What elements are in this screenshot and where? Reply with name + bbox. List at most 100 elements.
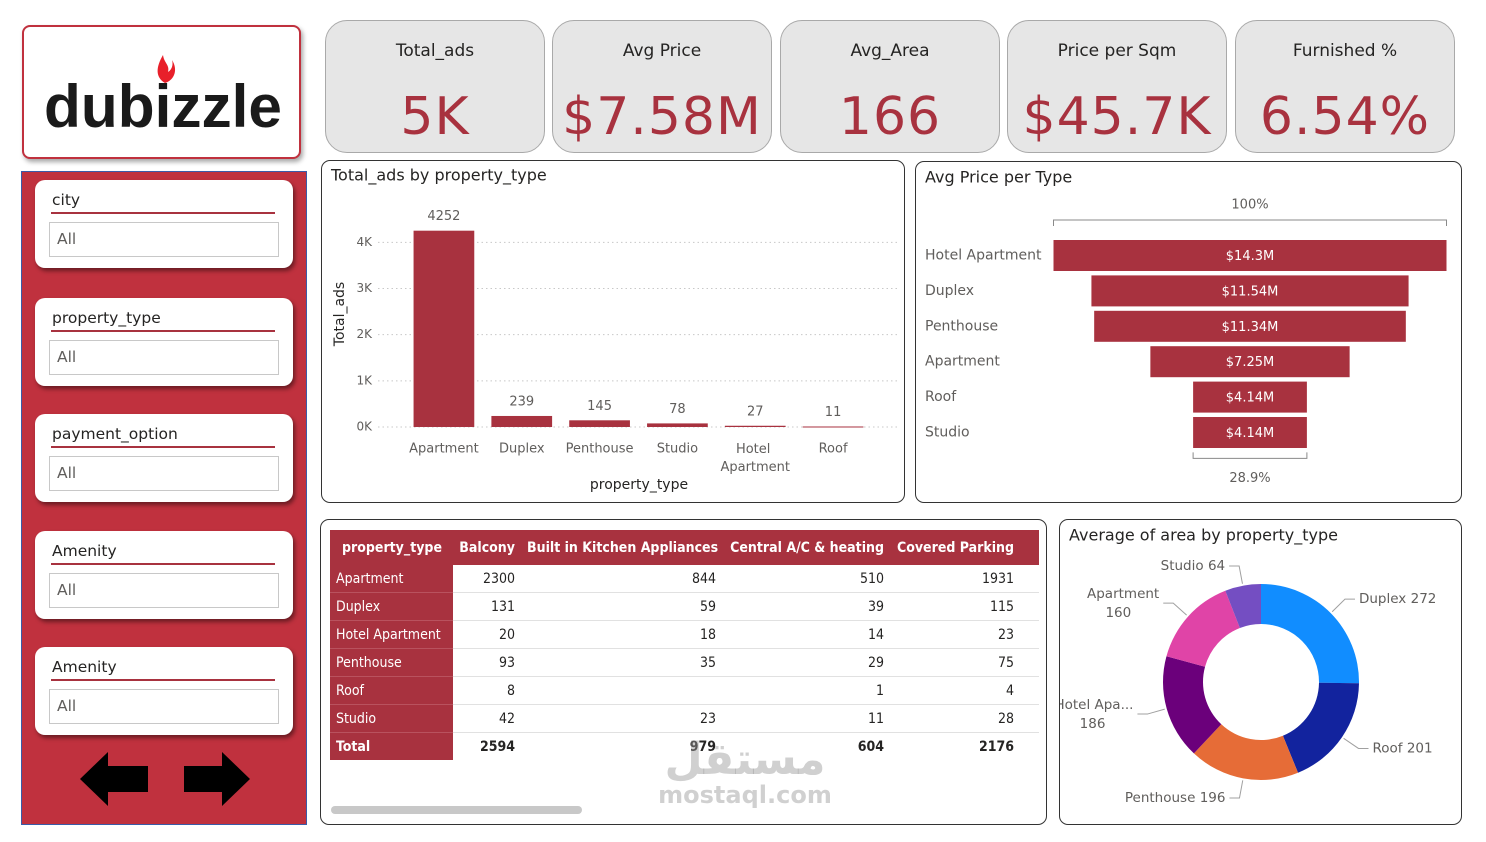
- kpi-card: Avg_Area 166: [780, 20, 1000, 153]
- slicer[interactable]: payment_option All: [35, 414, 293, 502]
- kpi-label: Total_ads: [395, 41, 475, 61]
- table-cell: 2300: [453, 565, 521, 593]
- slice-value: 272: [1411, 591, 1437, 607]
- data-label: 78: [669, 402, 686, 417]
- table-cell: 23: [521, 704, 722, 733]
- kpi-value: 5K: [400, 87, 470, 147]
- table-cell: 42: [453, 704, 521, 733]
- slice-category: Roof: [1373, 740, 1404, 756]
- slicer-dropdown[interactable]: All: [49, 222, 279, 257]
- table-cell: [521, 676, 722, 705]
- funnel-panel: Avg Price per Type Hotel Apartment $14.3M…: [915, 161, 1462, 503]
- kpi-value: $7.58M: [562, 87, 762, 147]
- category-label: Duplex: [925, 283, 974, 299]
- logo: dubizzle: [44, 55, 282, 140]
- header-cell: Covered Parking: [890, 530, 1020, 565]
- slice-category: Studio: [1161, 558, 1204, 574]
- table-row: Apartment 2300 844 510 1931: [330, 565, 1039, 593]
- header-cell: Central A/C & heating: [722, 530, 890, 565]
- data-label: $4.14M: [1226, 391, 1274, 406]
- leader-line: [1163, 602, 1187, 616]
- table-row: Hotel Apartment 20 18 14 23: [330, 620, 1039, 649]
- table-row: Roof 8 1 4: [330, 676, 1039, 705]
- bar: [724, 425, 786, 427]
- leader-line: [1137, 708, 1165, 715]
- bracket: [1192, 452, 1308, 459]
- header-cell: E: [1020, 530, 1039, 565]
- table-cell: [1020, 676, 1039, 705]
- header-cell: Built in Kitchen Appliances: [521, 530, 722, 565]
- y-tick-label: 3K: [356, 281, 373, 295]
- category-label: Studio: [925, 425, 970, 441]
- kpi-label: Avg Price: [622, 41, 702, 61]
- slice-label: Apartment 160: [1087, 586, 1159, 621]
- slicer-dropdown[interactable]: All: [49, 340, 279, 375]
- y-tick-label: 1K: [356, 373, 373, 387]
- slicer-underline: [51, 212, 275, 214]
- bottom-annotation: 28.9%: [1229, 471, 1270, 486]
- slice-category: Apartment: [1087, 586, 1159, 602]
- x-tick-label: Roof: [819, 442, 848, 457]
- total-row: Total 2594 979 604 2176: [330, 732, 1039, 761]
- y-tick-label: 2K: [356, 327, 373, 341]
- bracket: [1053, 219, 1447, 226]
- slice-label: Roof 201: [1373, 740, 1433, 756]
- donut-slice: [1166, 590, 1240, 667]
- slicer-dropdown[interactable]: All: [49, 573, 279, 608]
- slice-label: Duplex 272: [1359, 591, 1436, 607]
- slicer-dropdown[interactable]: All: [49, 456, 279, 491]
- table-cell: 29: [722, 648, 890, 677]
- table-cell: Duplex: [330, 592, 453, 621]
- slicer[interactable]: Amenity All: [35, 647, 293, 735]
- total-cell: [1020, 733, 1039, 761]
- slice-value: 201: [1407, 740, 1433, 756]
- chart-title: Average of area by property_type: [1069, 526, 1338, 546]
- funnel-bar: [1150, 346, 1350, 378]
- bar: [569, 420, 630, 427]
- kpi-label: Price per Sqm: [1057, 41, 1177, 61]
- slicer[interactable]: Amenity All: [35, 531, 293, 619]
- header-cell: property_type: [330, 530, 453, 565]
- donut-slice: [1225, 584, 1261, 628]
- header-row: property_type Balcony Built in Kitchen App…: [330, 530, 1039, 565]
- slice-label: Studio 64: [1161, 558, 1225, 574]
- kpi-value: 166: [838, 87, 942, 147]
- table-panel: property_type Balcony Built in Kitchen App…: [320, 519, 1047, 825]
- slicer-field: Amenity: [52, 542, 117, 560]
- donut-slice: [1261, 584, 1359, 684]
- leader-line: [1229, 565, 1243, 584]
- funnel-bar: [1193, 381, 1307, 413]
- data-label: 27: [747, 404, 764, 419]
- bar: [413, 230, 475, 427]
- slicer-field: payment_option: [52, 425, 178, 443]
- slicer[interactable]: city All: [35, 180, 293, 268]
- table-cell: 14: [722, 620, 890, 649]
- slicer-field: city: [52, 191, 81, 209]
- donut-slice: [1163, 656, 1222, 754]
- table-cell: Hotel Apartment: [330, 620, 453, 649]
- next-button[interactable]: [184, 752, 250, 806]
- scrollbar[interactable]: [331, 806, 582, 814]
- back-button[interactable]: [80, 752, 148, 806]
- funnel-chart: Avg Price per Type Hotel Apartment $14.3M…: [925, 168, 1447, 486]
- funnel-bar: [1053, 240, 1447, 271]
- bar-panel: Total_ads by property_type property_type…: [321, 160, 905, 503]
- slicer[interactable]: property_type All: [35, 298, 293, 386]
- slicer-dropdown[interactable]: All: [49, 689, 279, 724]
- table-row: Penthouse 93 35 29 75: [330, 648, 1039, 677]
- header-cell: Balcony: [453, 530, 521, 565]
- table-cell: 8: [453, 676, 521, 705]
- table-cell: 510: [722, 565, 890, 593]
- table-cell: 1: [722, 676, 890, 705]
- category-label: Roof: [925, 389, 957, 405]
- slicer-value: All: [57, 348, 77, 366]
- y-tick-label: 0K: [356, 420, 373, 434]
- table-cell: 1931: [890, 565, 1020, 593]
- table-cell: 18: [521, 620, 722, 649]
- x-tick-label: Duplex: [499, 442, 545, 457]
- slicer-value: All: [57, 581, 77, 599]
- nav-buttons: [80, 752, 250, 806]
- table-cell: 20: [453, 620, 521, 649]
- table-cell: 28: [890, 704, 1020, 733]
